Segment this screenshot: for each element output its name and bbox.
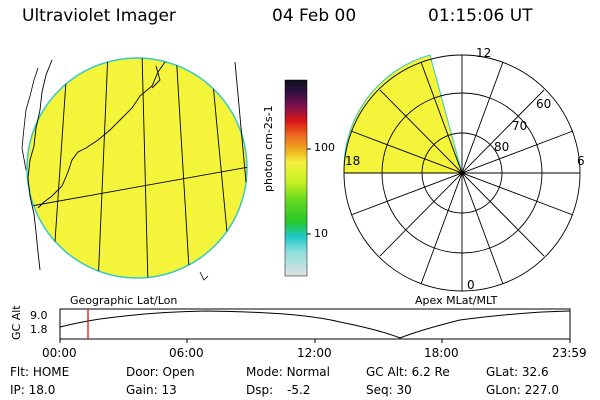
door-label: Door:: [126, 365, 159, 379]
lat-label-70: 70: [512, 119, 528, 133]
glat-readout: GLat: 32.6: [486, 365, 549, 379]
dsp-value: -5.2: [286, 383, 311, 397]
gain-readout: Gain: 13: [126, 383, 177, 397]
gc-alt-label: GC Alt:: [366, 365, 408, 379]
seq-readout: Seq: 30: [366, 383, 412, 397]
glon-label: GLon:: [486, 383, 521, 397]
mlt-label-12: 12: [476, 46, 492, 60]
mode-value: Normal: [286, 365, 330, 379]
app-title: Ultraviolet Imager: [22, 6, 176, 26]
mlt-line: [350, 130, 574, 216]
altitude-xtick-1200: 12:00: [297, 346, 332, 360]
altitude-xtick-1800: 18:00: [424, 346, 459, 360]
mlt-label-6: 6: [577, 154, 585, 168]
mlt-label-18: 18: [345, 154, 361, 168]
longitude-line: [175, 58, 191, 278]
flt-value: HOME: [32, 365, 70, 379]
longitude-line: [97, 58, 109, 278]
altitude-xtick-2359: 23:59: [552, 346, 587, 360]
altitude-curve: [59, 310, 571, 339]
coastline: [27, 59, 166, 271]
ip-readout: IP: 18.0: [10, 383, 55, 397]
mode-readout: Mode: Normal: [246, 365, 330, 379]
altitude-ytick-9: 9.0: [30, 309, 48, 322]
lat-label-80: 80: [494, 140, 510, 154]
altitude-ytick-1-8: 1.8: [30, 323, 48, 336]
seq-value: 30: [396, 383, 412, 397]
coastline: [21, 67, 209, 281]
dsp-readout: Dsp: -5.2: [246, 383, 310, 397]
flt-readout: Flt: HOME: [10, 365, 69, 379]
altitude-plot-frame: [59, 308, 571, 340]
date-label: 04 Feb 00: [272, 6, 357, 26]
glat-label: GLat:: [486, 365, 519, 379]
polar-caption: Apex MLat/MLT: [415, 294, 498, 307]
altitude-xtick-0000: 00:00: [42, 346, 77, 360]
altitude-ylabel: GC Alt: [10, 305, 23, 340]
flt-label: Flt:: [10, 365, 29, 379]
mode-label: Mode:: [246, 365, 283, 379]
altitude-xtick-0600: 06:00: [169, 346, 204, 360]
time-label: 01:15:06 UT: [428, 6, 533, 26]
outer-meridian: [234, 61, 247, 183]
longitude-line: [141, 58, 149, 278]
geo-caption: Geographic Lat/Lon: [70, 294, 178, 307]
colorbar-tick-10: 10: [314, 227, 328, 240]
glat-value: 32.6: [521, 365, 549, 379]
latitude-line: [27, 164, 247, 209]
colorbar-tick-100: 100: [314, 141, 335, 154]
uv-image-disk: [26, 57, 248, 279]
glon-value: 227.0: [524, 383, 559, 397]
gain-label: Gain:: [126, 383, 158, 397]
door-readout: Door: Open: [126, 365, 195, 379]
door-value: Open: [162, 365, 195, 379]
mlt-label-0: 0: [467, 278, 475, 292]
dsp-label: Dsp:: [246, 383, 274, 397]
ip-label: IP:: [10, 383, 25, 397]
glon-readout: GLon: 227.0: [486, 383, 559, 397]
gc-alt-value: 6.2 Re: [411, 365, 450, 379]
gain-value: 13: [161, 383, 177, 397]
colorbar-gradient: [284, 79, 308, 277]
gc-alt-readout: GC Alt: 6.2 Re: [366, 365, 450, 379]
ip-value: 18.0: [28, 383, 56, 397]
lat-label-60: 60: [536, 97, 552, 111]
seq-label: Seq:: [366, 383, 393, 397]
